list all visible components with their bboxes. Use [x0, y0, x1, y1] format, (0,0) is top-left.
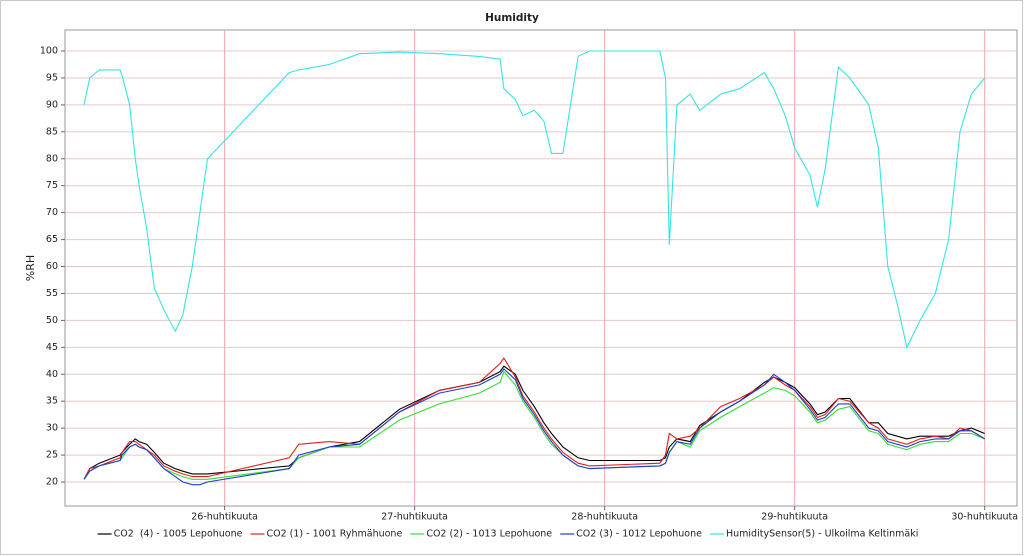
legend-label: HumiditySensor(5) - Ulkoilma Keltinmäki	[726, 529, 918, 540]
legend-label: CO2 (2) - 1013 Lepohuone	[426, 529, 552, 540]
x-tick-label: 28-huhtikuuta	[571, 512, 638, 523]
y-tick-label: 45	[46, 342, 58, 353]
legend-label: CO2 (1) - 1001 Ryhmähuone	[266, 529, 402, 540]
x-tick-label: 26-huhtikuuta	[191, 512, 258, 523]
legend-label: CO2 (3) - 1012 Lepohuone	[576, 529, 702, 540]
series-line	[83, 50, 986, 349]
y-tick-label: 35	[46, 396, 58, 407]
series-line	[83, 357, 985, 480]
y-tick-label: 75	[46, 180, 58, 191]
y-tick-label: 20	[46, 477, 58, 488]
y-tick-label: 40	[46, 369, 58, 380]
y-tick-label: 95	[46, 72, 58, 83]
y-tick-label: 100	[40, 46, 58, 57]
x-tick-label: 29-huhtikuuta	[761, 512, 828, 523]
legend-label: CO2 (4) - 1005 Lepohuone	[114, 529, 243, 540]
x-tick-label: 27-huhtikuuta	[381, 512, 448, 523]
series-line	[83, 368, 985, 486]
y-tick-label: 65	[46, 234, 58, 245]
y-tick-label: 30	[46, 423, 58, 434]
y-tick-label: 80	[46, 153, 58, 164]
y-tick-label: 60	[46, 261, 58, 272]
y-tick-label: 25	[46, 450, 58, 461]
y-tick-label: 85	[46, 126, 58, 137]
y-tick-label: 55	[46, 288, 58, 299]
x-tick-label: 30-huhtikuuta	[951, 512, 1018, 523]
y-axis-label: %RH	[24, 255, 37, 281]
y-tick-label: 70	[46, 207, 58, 218]
chart-title: Humidity	[485, 12, 539, 24]
y-tick-label: 90	[46, 99, 58, 110]
plot-area	[64, 29, 1018, 507]
y-tick-label: 50	[46, 315, 58, 326]
